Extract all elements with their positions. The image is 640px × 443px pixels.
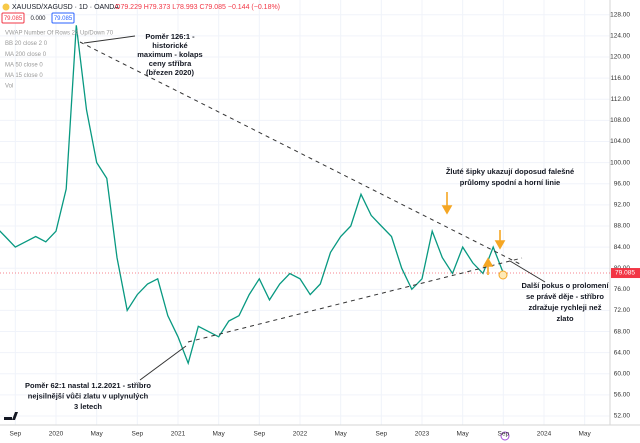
y-tick-label: 104.00 — [610, 138, 630, 145]
x-tick-label: 2020 — [49, 431, 64, 438]
last-price-label: 79.085 — [615, 270, 635, 277]
annotation-text: zdražuje rychleji než — [529, 303, 602, 312]
annotation-text: Poměr 62:1 nastal 1.2.2021 - stříbro — [25, 381, 151, 390]
buy-button[interactable] — [51, 12, 75, 24]
y-tick-label: 72.00 — [614, 307, 631, 314]
y-tick-label: 112.00 — [611, 96, 631, 103]
x-tick-label: Sep — [10, 431, 22, 438]
symbol-icon — [2, 3, 10, 11]
indicator-label: VWAP Number Of Rows 24 Up/Down 70 — [5, 31, 114, 37]
spread: 0.000 — [30, 16, 46, 22]
x-tick-label: 2023 — [415, 431, 430, 438]
y-tick-label: 64.00 — [614, 349, 631, 356]
y-tick-label: 84.00 — [614, 244, 631, 251]
annotation-pointer — [509, 260, 546, 283]
last-price-box — [611, 268, 640, 279]
indicator-label: MA 200 close 0 — [5, 52, 47, 58]
header: XAUUSD/XAGUSD · 1D · OANDA O79.229 H79.3… — [1, 3, 280, 24]
highlight-marker — [498, 270, 508, 280]
annotation-pointer — [139, 345, 187, 381]
y-tick-label: 120.00 — [610, 54, 630, 61]
sell-button[interactable] — [1, 12, 25, 24]
ohlc: O79.229 H79.373 L78.993 C79.085 −0.144 (… — [115, 4, 280, 11]
y-tick-label: 116.00 — [611, 75, 631, 82]
annotation-text: maximum - kolaps — [137, 50, 202, 59]
indicators: VWAP Number Of Rows 24 Up/Down 70 BB 20 c… — [5, 31, 114, 90]
y-tick-label: 124.00 — [610, 33, 630, 40]
price-line — [0, 25, 504, 366]
y-tick-label: 92.00 — [614, 202, 631, 209]
event-icon[interactable] — [500, 431, 510, 441]
indicator-label: MA 15 close 0 — [5, 73, 43, 79]
x-tick-label: May — [579, 431, 592, 438]
upper-trendline — [79, 41, 521, 265]
annotation-text: se právě děje - stříbro — [526, 292, 604, 301]
y-tick-label: 68.00 — [614, 328, 631, 335]
buy-price: 79.085 — [54, 16, 73, 22]
annotation-text: zlato — [556, 314, 574, 323]
x-tick-label: Sep — [132, 431, 144, 438]
indicator-label: Vol — [5, 84, 13, 90]
annotation-text: Další pokus o prolomení — [521, 281, 609, 290]
y-tick-label: 96.00 — [614, 180, 631, 187]
annotation-text: ceny stříbra — [149, 59, 192, 68]
yellow-arrows — [441, 192, 506, 275]
x-tick-label: Sep — [376, 431, 388, 438]
y-tick-label: 128.00 — [610, 12, 630, 19]
annotation-text: nejsilnější vůči zlatu v uplynulých — [28, 391, 149, 400]
y-tick-label: 100.00 — [610, 159, 630, 166]
symbol-title[interactable]: XAUUSD/XAGUSD · 1D · OANDA — [12, 4, 119, 11]
x-tick-label: 2021 — [171, 431, 186, 438]
x-tick-label: Sep — [498, 431, 510, 438]
grid — [0, 0, 610, 425]
tv-logo — [4, 412, 18, 420]
y-tick-label: 76.00 — [614, 286, 631, 293]
x-tick-label: 2024 — [537, 431, 552, 438]
annotation-text: historické — [152, 41, 187, 50]
x-tick-label: May — [213, 431, 226, 438]
annotation-text: Žluté šipky ukazují doposud falešné — [446, 167, 574, 176]
sell-price: 79.085 — [4, 16, 23, 22]
y-tick-label: 108.00 — [610, 117, 630, 124]
y-tick-label: 52.00 — [614, 413, 631, 420]
x-tick-label: May — [91, 431, 104, 438]
plot — [0, 25, 610, 366]
y-tick-label: 88.00 — [614, 223, 631, 230]
indicator-label: BB 20 close 2 0 — [5, 41, 48, 47]
x-tick-label: May — [457, 431, 470, 438]
lower-trendline — [187, 257, 523, 343]
y-tick-label: 56.00 — [614, 392, 631, 399]
annotation-text: 3 letech — [74, 402, 102, 411]
annotation-text: Poměr 126:1 - — [145, 32, 195, 41]
annotation-text: (březen 2020) — [146, 68, 194, 77]
y-tick-label: 60.00 — [614, 371, 631, 378]
x-tick-label: 2022 — [293, 431, 308, 438]
annotation-pointer — [83, 35, 136, 44]
x-tick-label: May — [335, 431, 348, 438]
indicator-label: MA 50 close 0 — [5, 62, 43, 68]
x-tick-label: Sep — [254, 431, 266, 438]
annotation-text: průlomy spodní a horní linie — [460, 178, 560, 187]
